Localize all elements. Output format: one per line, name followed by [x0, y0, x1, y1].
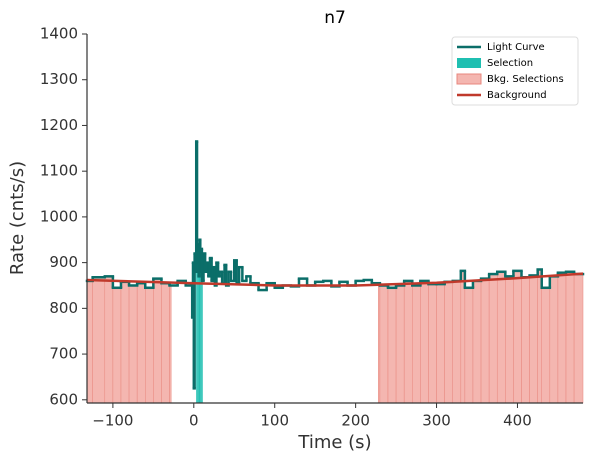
selection-segment: [197, 262, 198, 403]
legend: Light Curve Selection Bkg. Selections Backg…: [451, 36, 579, 106]
x-tick-label: 0: [189, 412, 199, 430]
bkg-selection-segment: [541, 287, 551, 404]
bkg-selection-segment: [573, 273, 584, 404]
legend-label: Light Curve: [487, 42, 545, 53]
bkg-selection-segment: [92, 277, 106, 404]
bkg-selection: [378, 269, 584, 404]
y-tick-label: 1300: [40, 70, 78, 88]
bkg-selection-segment: [496, 271, 506, 404]
bkg-selection-segment: [120, 281, 130, 404]
bkg-selection-segment: [529, 275, 538, 404]
y-tick-label: 1000: [40, 207, 78, 225]
y-axis-label: Rate (cnts/s): [7, 161, 28, 275]
bkg-selection-segment: [464, 287, 474, 404]
bkg-selection-segment: [537, 269, 542, 404]
x-axis-label: Time (s): [297, 432, 371, 453]
chart-title: n7: [324, 8, 346, 28]
bkg-selection-segment: [460, 270, 466, 404]
bkg-selection-segment: [428, 283, 437, 404]
selection-segment: [199, 239, 201, 403]
x-tick-label: −100: [92, 412, 133, 430]
y-tick-label: 800: [49, 299, 78, 317]
bkg-selection-segment: [444, 281, 453, 404]
x-tick-label: 400: [503, 412, 532, 430]
x-tick-label: 300: [422, 412, 451, 430]
bkg-selection: [86, 276, 172, 404]
y-tick-label: 1400: [40, 25, 78, 43]
y-tick-label: 600: [49, 390, 78, 408]
bkg-selection-segment: [153, 278, 162, 404]
y-tick-label: 700: [49, 345, 78, 363]
bkg-selection-segment: [145, 287, 154, 404]
bkg-selection-segment: [104, 276, 114, 404]
background-line: [86, 272, 584, 287]
y-tick-label: 1100: [40, 162, 78, 180]
legend-swatch: [456, 73, 482, 85]
bkg-selection-segment: [161, 282, 170, 404]
bkg-selection-segment: [86, 280, 93, 404]
bkg-selection-segment: [420, 280, 429, 404]
bkg-selection-segment: [387, 287, 397, 404]
x-tick-label: 200: [341, 412, 370, 430]
bkg-selection-segment: [452, 280, 462, 404]
bkg-selection-segment: [565, 271, 575, 404]
y-tick-label: 900: [49, 253, 78, 271]
bkg-selection-segment: [403, 280, 413, 404]
legend-label: Selection: [487, 58, 533, 69]
selection-segment: [197, 244, 199, 403]
bkg-selection-segment: [549, 276, 559, 404]
legend-box: [451, 36, 579, 106]
bkg-selection-segment: [557, 272, 567, 404]
bkg-selection-segment: [136, 282, 146, 404]
x-tick-label: 100: [260, 412, 289, 430]
legend-label: Bkg. Selections: [487, 74, 564, 85]
bkg-selection-segment: [412, 285, 421, 404]
bkg-selection-segment: [505, 276, 514, 404]
bkg-selection-segment: [488, 273, 498, 404]
bkg-selection-segment: [169, 285, 172, 404]
bkg-selection-segment: [128, 285, 138, 404]
legend-swatch: [457, 58, 481, 68]
bkg-selection-segment: [521, 277, 530, 404]
bkg-selection-segment: [472, 280, 482, 404]
bkg-selection-segment: [513, 270, 522, 404]
selection-segment: [200, 271, 202, 403]
bkg-selection-segment: [395, 285, 405, 404]
bkg-selection-segment: [379, 285, 389, 404]
selection-segment: [198, 276, 200, 403]
y-tick-label: 1200: [40, 116, 78, 134]
selection-segment: [201, 248, 202, 403]
bkg-selection-segment: [436, 283, 445, 404]
bkg-selection-segment: [480, 278, 490, 404]
bkg-selection-segment: [112, 287, 122, 404]
legend-label: Background: [487, 90, 547, 101]
selection-segment: [201, 280, 203, 403]
